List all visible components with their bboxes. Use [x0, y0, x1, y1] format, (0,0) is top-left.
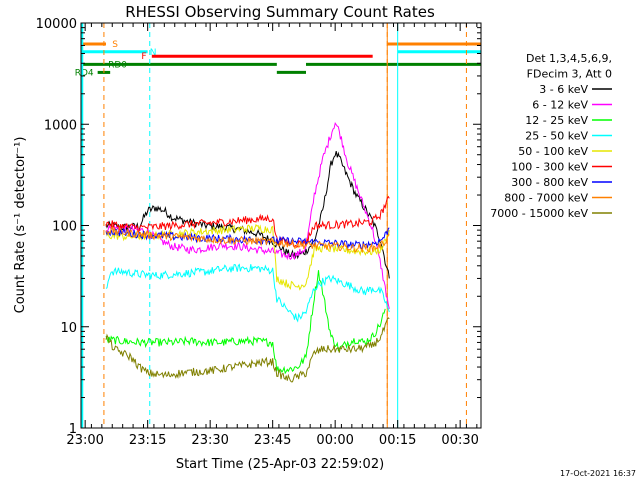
series-line-5	[105, 195, 390, 248]
axes: 23:00 23:15 23:30 23:45 00:00 00:15 00:30 1 10 10…	[36, 17, 481, 448]
x-tick-label: 23:30	[191, 433, 228, 448]
legend-entry: 6 - 12 keV	[532, 99, 588, 112]
x-axis-label: Start Time (25-Apr-03 22:59:02)	[176, 457, 384, 472]
flag-label-s: S	[112, 40, 118, 50]
flag-label-rd0: RD0	[108, 60, 127, 70]
flag-label-f: F	[141, 52, 146, 62]
y-tick-label: 10	[60, 321, 77, 336]
legend-entry: 300 - 800 keV	[511, 176, 588, 189]
y-axis-label: Count Rate (s⁻¹ detector⁻¹)	[13, 137, 28, 314]
y-tick-label: 1	[69, 422, 77, 437]
x-tick-label: 00:00	[316, 433, 353, 448]
x-tick-label: 23:15	[129, 433, 166, 448]
series-lines	[105, 121, 390, 383]
legend-header: Det 1,3,4,5,6,9,	[526, 52, 612, 65]
series-line-3	[105, 263, 390, 323]
chart-title: RHESSI Observing Summary Count Rates	[125, 3, 435, 21]
legend-entry: 3 - 6 keV	[539, 83, 588, 96]
legend-entry: 100 - 300 keV	[511, 161, 588, 174]
footer-date: 17-Oct-2021 16:37	[560, 469, 636, 478]
series-line-0	[105, 150, 390, 279]
flag-label-rd4: RD4	[75, 68, 94, 78]
legend-entry: 7000 - 15000 keV	[490, 207, 588, 220]
series-line-8	[105, 317, 390, 383]
x-tick-label: 00:30	[441, 433, 478, 448]
legend-entry: 12 - 25 keV	[525, 114, 588, 127]
flag-label-n: N	[150, 48, 157, 58]
y-tick-label: 10000	[36, 17, 77, 32]
legend-entry: 50 - 100 keV	[518, 145, 588, 158]
y-tick-label: 100	[52, 220, 77, 235]
series-line-7	[105, 225, 390, 254]
x-tick-label: 23:45	[254, 433, 291, 448]
legend: Det 1,3,4,5,6,9, FDecim 3, Att 0 3 - 6 keV…	[490, 52, 612, 220]
x-tick-label: 00:15	[379, 433, 416, 448]
y-tick-label: 1000	[44, 118, 77, 133]
x-tick-label: 23:00	[66, 433, 103, 448]
legend-entry: 25 - 50 keV	[525, 130, 588, 143]
legend-header: FDecim 3, Att 0	[527, 68, 612, 81]
legend-entry: 800 - 7000 keV	[504, 192, 588, 205]
series-line-1	[105, 121, 390, 310]
